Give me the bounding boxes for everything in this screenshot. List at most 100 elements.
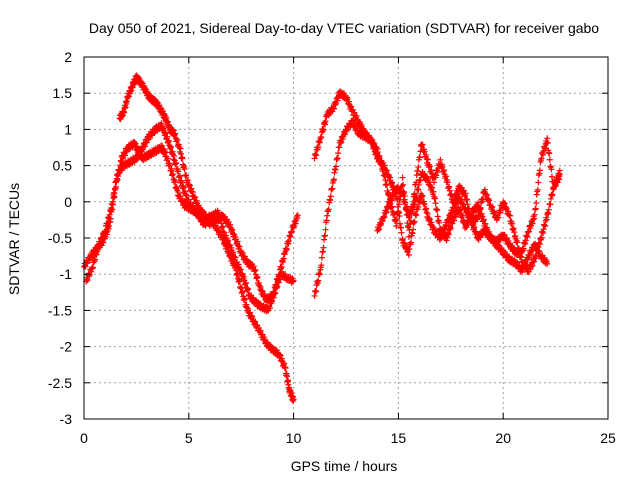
data-point bbox=[313, 152, 320, 159]
data-point bbox=[436, 219, 443, 226]
data-point bbox=[532, 205, 539, 212]
data-point bbox=[271, 289, 278, 296]
data-point bbox=[174, 137, 181, 144]
data-point bbox=[183, 172, 190, 179]
data-point bbox=[393, 216, 400, 223]
data-point bbox=[546, 156, 553, 163]
data-point bbox=[405, 252, 412, 259]
data-point bbox=[549, 191, 556, 198]
data-point bbox=[495, 214, 502, 221]
data-point bbox=[407, 239, 414, 246]
data-point bbox=[473, 229, 480, 236]
data-point bbox=[534, 186, 541, 193]
data-point bbox=[546, 150, 553, 157]
data-point bbox=[318, 254, 325, 261]
y-tick-label: -2.5 bbox=[48, 375, 72, 391]
x-tick-label: 20 bbox=[495, 430, 511, 446]
data-point bbox=[411, 218, 418, 225]
data-point bbox=[313, 288, 320, 295]
data-point bbox=[294, 212, 301, 219]
plot-frame bbox=[83, 56, 609, 420]
data-point bbox=[415, 203, 422, 210]
data-point bbox=[285, 237, 292, 244]
data-point bbox=[254, 274, 261, 281]
data-point bbox=[416, 154, 423, 161]
data-point bbox=[538, 234, 545, 241]
data-point bbox=[276, 271, 283, 278]
data-point bbox=[89, 264, 96, 271]
data-point bbox=[383, 209, 390, 216]
data-point bbox=[283, 246, 290, 253]
data-point bbox=[236, 278, 243, 285]
data-point bbox=[548, 166, 555, 173]
data-point bbox=[544, 260, 551, 267]
data-point bbox=[241, 296, 248, 303]
data-point bbox=[283, 373, 290, 380]
data-point bbox=[514, 239, 521, 246]
data-point bbox=[400, 181, 407, 188]
data-point bbox=[394, 203, 401, 210]
data-point bbox=[177, 145, 184, 152]
data-point bbox=[245, 286, 252, 293]
data-point bbox=[413, 211, 420, 218]
y-tick-label: -0.5 bbox=[48, 230, 72, 246]
data-point bbox=[180, 184, 187, 191]
data-point bbox=[277, 352, 284, 359]
data-point bbox=[547, 201, 554, 208]
data-point bbox=[315, 277, 322, 284]
data-point bbox=[419, 141, 426, 148]
data-point bbox=[373, 150, 380, 157]
data-points bbox=[81, 72, 563, 405]
data-point bbox=[462, 190, 469, 197]
data-point bbox=[102, 228, 109, 235]
y-tick-label: -1.5 bbox=[48, 302, 72, 318]
data-point bbox=[238, 284, 245, 291]
data-point bbox=[318, 262, 325, 269]
y-tick-label: 1 bbox=[64, 121, 72, 137]
data-point bbox=[327, 193, 334, 200]
data-point bbox=[396, 213, 403, 220]
data-point bbox=[477, 206, 484, 213]
data-point bbox=[175, 168, 182, 175]
axis-ticks: 0 5 10 15 20 25 -3 -2.5 -2 -1.5 -1 -0.5 0 0.5 1 1.5 2 bbox=[48, 49, 616, 446]
data-point bbox=[250, 263, 257, 270]
series-trace-b bbox=[83, 120, 297, 315]
data-point bbox=[325, 206, 332, 213]
data-point bbox=[92, 256, 99, 263]
y-tick-label: 2 bbox=[64, 49, 72, 65]
data-point bbox=[556, 176, 563, 183]
data-point bbox=[426, 163, 433, 170]
data-point bbox=[459, 213, 466, 220]
data-point bbox=[402, 199, 409, 206]
data-point bbox=[170, 171, 177, 178]
data-point bbox=[480, 216, 487, 223]
data-point bbox=[104, 220, 111, 227]
data-point bbox=[447, 224, 454, 231]
series-trace-c bbox=[116, 72, 301, 305]
data-point bbox=[391, 211, 398, 218]
data-point bbox=[405, 224, 412, 231]
data-point bbox=[437, 156, 444, 163]
y-tick-label: -1 bbox=[60, 266, 73, 282]
data-point bbox=[318, 134, 325, 141]
data-point bbox=[542, 222, 549, 229]
data-point bbox=[173, 160, 180, 167]
data-point bbox=[322, 118, 329, 125]
data-point bbox=[166, 162, 173, 169]
data-point bbox=[94, 248, 101, 255]
y-tick-label: 1.5 bbox=[53, 85, 73, 101]
data-point bbox=[400, 191, 407, 198]
data-point bbox=[329, 185, 336, 192]
data-point bbox=[315, 144, 322, 151]
data-point bbox=[168, 165, 175, 172]
data-point bbox=[415, 164, 422, 171]
x-axis-label: GPS time / hours bbox=[291, 458, 398, 474]
data-point bbox=[432, 200, 439, 207]
x-tick-label: 5 bbox=[185, 430, 193, 446]
data-point bbox=[330, 176, 337, 183]
data-point bbox=[290, 277, 297, 284]
data-point bbox=[320, 244, 327, 251]
data-point bbox=[181, 166, 188, 173]
data-point bbox=[479, 195, 486, 202]
